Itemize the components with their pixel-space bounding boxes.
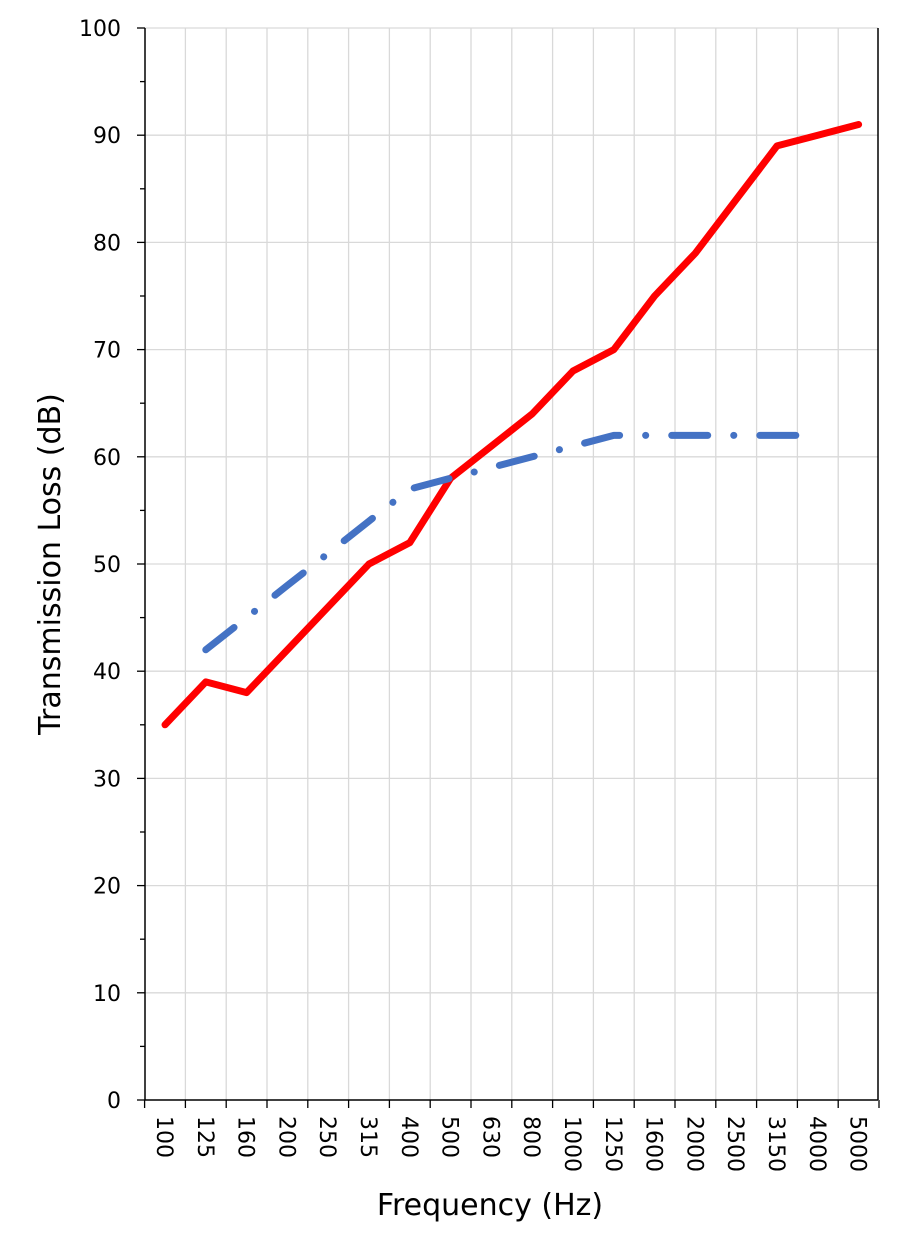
y-tick-label: 70 (93, 339, 121, 364)
x-tick-label: 2500 (722, 1116, 747, 1172)
x-tick-label: 5000 (845, 1116, 870, 1172)
x-tick-label: 4000 (804, 1116, 829, 1172)
x-tick-label: 315 (355, 1116, 380, 1158)
x-tick-label: 160 (233, 1116, 258, 1158)
y-tick-label: 10 (93, 982, 121, 1007)
x-tick-label: 100 (151, 1116, 176, 1158)
y-tick-label: 0 (107, 1089, 121, 1114)
y-tick-label: 100 (79, 17, 121, 42)
x-tick-label: 1250 (600, 1116, 625, 1172)
x-tick-label: 1000 (559, 1116, 584, 1172)
y-tick-label: 30 (93, 767, 121, 792)
x-tick-label: 800 (518, 1116, 543, 1158)
x-tick-label: 630 (477, 1116, 502, 1158)
y-tick-label: 50 (93, 553, 121, 578)
y-tick-label: 90 (93, 124, 121, 149)
tick-labels: 0 10 20 30 40 50 60 70 80 90 100 100 125 160 200 250 315… (79, 17, 870, 1172)
x-tick-label: 2000 (681, 1116, 706, 1172)
x-tick-label: 400 (396, 1116, 421, 1158)
y-axis-title: Transmission Loss (dB) (33, 393, 68, 736)
axes (137, 27, 880, 1108)
y-tick-label: 60 (93, 446, 121, 471)
x-tick-label: 500 (437, 1116, 462, 1158)
series-2-line (202, 431, 822, 654)
x-tick-label: 3150 (763, 1116, 788, 1172)
x-axis-title: Frequency (Hz) (377, 1188, 603, 1223)
y-tick-label: 40 (93, 660, 121, 685)
series (161, 121, 863, 729)
x-tick-label: 125 (192, 1116, 217, 1158)
y-tick-label: 20 (93, 875, 121, 900)
series-1-line (161, 121, 863, 729)
grid (145, 27, 878, 1100)
x-tick-label: 250 (314, 1116, 339, 1158)
x-tick-label: 1600 (641, 1116, 666, 1172)
y-tick-label: 80 (93, 231, 121, 256)
x-tick-label: 200 (273, 1116, 298, 1158)
